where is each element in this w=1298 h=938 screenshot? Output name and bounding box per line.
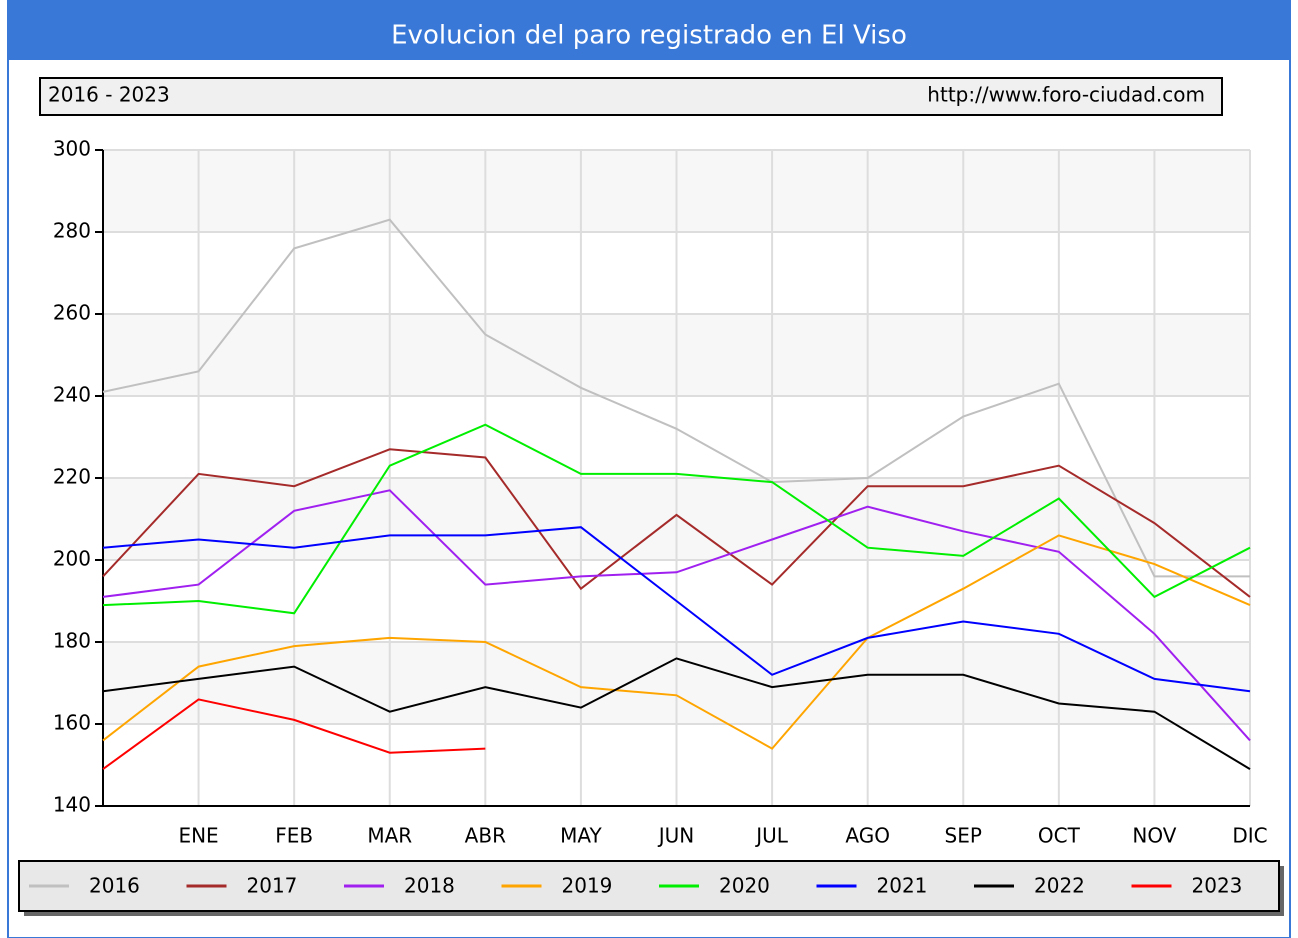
x-tick-label: JUN	[657, 824, 695, 848]
series-line	[102, 448, 1251, 598]
x-tick-label: JUL	[754, 824, 789, 848]
x-tick-label: MAR	[367, 824, 412, 848]
legend-label: 2018	[404, 874, 455, 898]
x-tick-label: MAY	[560, 824, 602, 848]
subtitle-box	[39, 77, 1223, 116]
legend-label: 2016	[89, 874, 140, 898]
series-line	[102, 534, 1251, 750]
series-line	[102, 423, 1251, 615]
y-tick-label: 300	[53, 137, 91, 161]
legend-label: 2017	[247, 874, 298, 898]
x-tick-label: FEB	[275, 824, 313, 848]
chart-title: Evolucion del paro registrado en El Viso	[391, 21, 907, 51]
series-line	[102, 526, 1251, 693]
y-tick-label: 180	[53, 629, 91, 653]
frame	[7, 0, 1291, 938]
legend-box	[18, 860, 1280, 912]
x-tick-label: AGO	[845, 824, 890, 848]
legend-label: 2019	[562, 874, 613, 898]
x-tick-label: SEP	[945, 824, 982, 848]
title-bar	[8, 0, 1290, 60]
legend-label: 2020	[719, 874, 770, 898]
y-tick-label: 200	[53, 547, 91, 571]
series-line	[102, 657, 1251, 770]
x-tick-label: OCT	[1038, 824, 1081, 848]
y-tick-label: 240	[53, 383, 91, 407]
source: http://www.foro-ciudad.com	[927, 83, 1205, 107]
x-tick-label: NOV	[1132, 824, 1176, 848]
series-line	[102, 218, 1250, 578]
y-tick-label: 260	[53, 301, 91, 325]
y-tick-label: 220	[53, 465, 91, 489]
series-line	[102, 489, 1251, 742]
legend-label: 2021	[877, 874, 928, 898]
series-line	[102, 698, 486, 770]
legend-label: 2022	[1034, 874, 1085, 898]
y-tick-label: 140	[53, 793, 91, 817]
x-tick-label: ABR	[465, 824, 506, 848]
y-tick-label: 280	[53, 219, 91, 243]
legend-label: 2023	[1192, 874, 1243, 898]
y-tick-label: 160	[53, 711, 91, 735]
x-tick-label: DIC	[1232, 824, 1267, 848]
subtitle: 2016 - 2023	[48, 83, 170, 107]
x-tick-label: ENE	[178, 824, 218, 848]
